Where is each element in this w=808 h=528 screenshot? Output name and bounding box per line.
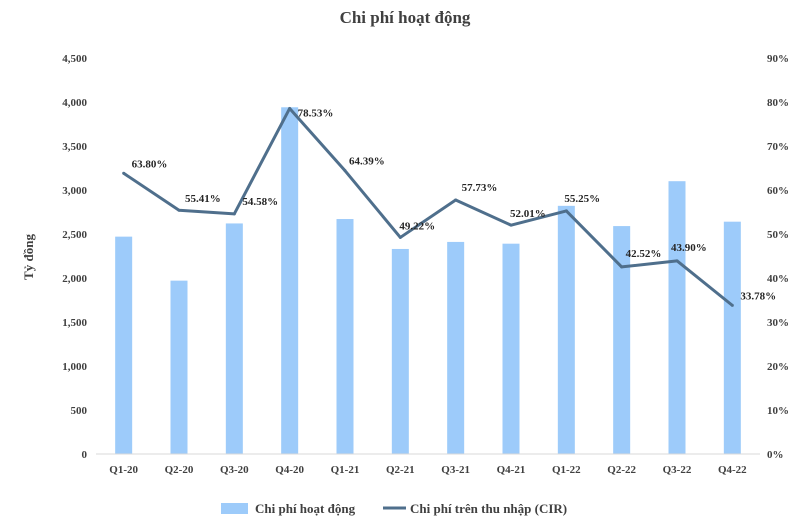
x-tick-label: Q4-20 [275,464,304,476]
bar [170,280,188,454]
cir-data-label: 52.01% [510,208,546,220]
data-labels: 63.80% 55.41% 54.58% 78.53% 64.39% 49.22% 57.7… [132,107,776,302]
x-tick-label: Q1-21 [331,464,360,476]
legend-label-bar: Chi phí hoạt động [255,501,356,516]
y2-tick-label: 90% [767,53,789,65]
y2-tick-label: 80% [767,97,789,109]
cir-point [454,198,458,202]
y-axis-ticks: 0 500 1,000 1,500 2,000 2,500 3,000 3,500 4,000 4… [62,53,87,461]
cir-line [122,106,734,307]
y-tick-label: 4,000 [62,97,87,109]
cir-data-label: 57.73% [462,182,498,194]
y2-tick-label: 40% [767,273,789,285]
bar [668,181,686,454]
x-tick-label: Q4-22 [718,464,747,476]
y2-tick-label: 0% [767,449,784,461]
cir-data-label: 63.80% [132,158,168,170]
cir-data-label: 54.58% [242,196,278,208]
cir-data-label: 33.78% [740,290,776,302]
y2-tick-label: 70% [767,141,789,153]
legend-swatch-bar [221,503,248,514]
cir-point [232,212,236,216]
bar-series [115,107,741,454]
x-tick-label: Q3-20 [220,464,249,476]
y2-tick-label: 10% [767,405,789,417]
bar [613,226,631,454]
cir-data-label: 42.52% [626,248,662,260]
cir-point [675,259,679,263]
chart-title: Chi phí hoạt động [340,8,471,27]
bar [557,205,575,454]
x-tick-label: Q4-21 [497,464,526,476]
cir-point [398,235,402,239]
legend: Chi phí hoạt động Chi phí trên thu nhập (… [221,501,567,516]
bar [225,223,243,454]
cir-point [343,169,347,173]
cir-data-label: 78.53% [298,107,334,119]
y-tick-label: 3,500 [62,141,87,153]
y-tick-label: 4,500 [62,53,87,65]
line-series [122,106,734,307]
cir-point [620,265,624,269]
x-tick-label: Q1-20 [109,464,138,476]
y-tick-label: 2,500 [62,229,87,241]
cir-point [122,171,126,175]
bar [723,221,741,454]
cir-point [177,208,181,212]
x-tick-label: Q2-20 [165,464,194,476]
bar [447,241,465,454]
bar [336,219,354,454]
y2-tick-label: 20% [767,361,789,373]
cir-data-label: 55.25% [564,193,600,205]
cir-data-label: 55.41% [185,193,221,205]
y-tick-label: 1,000 [62,361,87,373]
y2-tick-label: 30% [767,317,789,329]
bar [281,107,299,454]
y2-tick-label: 60% [767,185,789,197]
x-tick-label: Q1-22 [552,464,581,476]
bar [502,243,520,454]
y-tick-label: 1,500 [62,317,87,329]
cir-point [509,223,513,227]
cir-data-label: 64.39% [349,156,385,168]
y-tick-label: 3,000 [62,185,87,197]
legend-label-line: Chi phí trên thu nhập (CIR) [410,501,567,516]
cir-point [730,303,734,307]
y-axis-label: Tỷ đồng [21,234,36,280]
y2-axis-ticks: 0% 10% 20% 30% 40% 50% 60% 70% 80% 90% [767,53,789,461]
y-tick-label: 500 [71,405,88,417]
y-tick-label: 0 [82,449,88,461]
cir-data-label: 43.90% [671,242,707,254]
cir-data-label: 49.22% [399,220,435,232]
cir-point [288,106,292,110]
y2-tick-label: 50% [767,229,789,241]
bar [391,248,409,454]
bar [115,236,133,454]
y-tick-label: 2,000 [62,273,87,285]
x-tick-label: Q3-21 [441,464,470,476]
x-tick-label: Q3-22 [663,464,692,476]
x-tick-label: Q2-22 [607,464,636,476]
x-tick-label: Q2-21 [386,464,415,476]
x-axis-ticks: Q1-20 Q2-20 Q3-20 Q4-20 Q1-21 Q2-21 Q3-21 Q4-21… [109,464,747,476]
cir-point [564,209,568,213]
